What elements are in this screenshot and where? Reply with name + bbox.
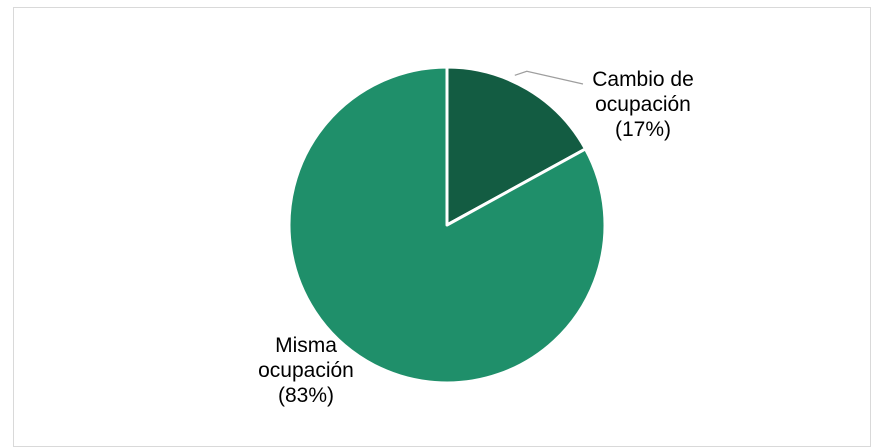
slice-label-line: Misma <box>275 334 337 357</box>
slice-label-line: ocupación <box>258 359 354 382</box>
pie-slice-1 <box>445 65 587 227</box>
leader-line-1 <box>514 70 584 85</box>
leader-lines <box>514 70 584 85</box>
slice-label-2: Misma ocupación (83%) <box>258 334 354 407</box>
slice-label-line: (17%) <box>615 118 671 141</box>
slice-labels: Cambio de ocupación (17%)Misma ocupación (83… <box>258 68 694 407</box>
slice-label-line: (83%) <box>278 384 334 407</box>
slice-label-1: Cambio de ocupación (17%) <box>592 68 694 141</box>
pie-slice-2 <box>287 65 607 385</box>
slice-label-line: Cambio de <box>592 68 694 91</box>
slice-label-line: ocupación <box>595 93 691 116</box>
pie-slices <box>287 65 607 385</box>
pie-chart: Cambio de ocupación (17%)Misma ocupación (83… <box>258 65 694 407</box>
